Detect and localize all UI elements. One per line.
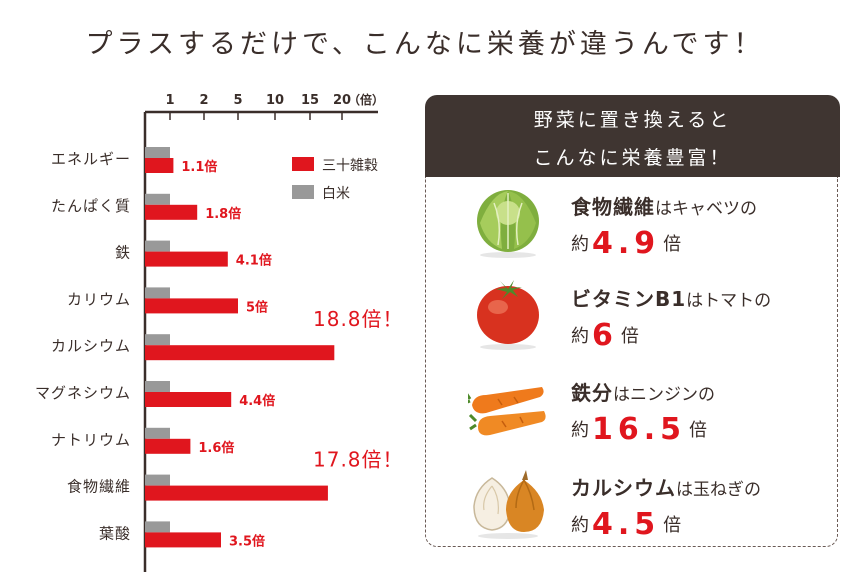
bar-white-rice [145, 427, 170, 439]
bar-white-rice [145, 381, 170, 392]
x-tick-label: 1 [165, 93, 174, 108]
category-label: エネルギー [51, 150, 131, 168]
bar-grains [145, 485, 328, 501]
fact-item-calcium: カルシウムは玉ねぎの 約 4.5 倍 [426, 462, 839, 542]
x-tick-label: 10 [266, 93, 284, 108]
fact-line2: 約 4.9 倍 [571, 223, 682, 261]
x-tick-label: 20 [333, 93, 351, 108]
bar-white-rice [145, 521, 170, 533]
fact-prefix: 約 [571, 420, 589, 441]
legend-label-white-rice: 白米 [322, 186, 350, 202]
fact-nutrient: 鉄分 [571, 381, 613, 405]
fact-value: 6 [592, 318, 618, 353]
bar-grains [145, 392, 232, 407]
fact-prefix: 約 [571, 326, 589, 347]
panel-title-line1: 野菜に置き換えると [533, 109, 732, 131]
fact-suffix: 倍 [620, 326, 639, 347]
category-label: 鉄 [115, 244, 131, 262]
onion-icon [473, 470, 544, 539]
fact-item-iron: 鉄分はニンジンの 約 16.5 倍 [426, 367, 839, 447]
category-label: マグネシウム [35, 384, 131, 402]
page-title: プラスするだけで、こんなに栄養が違うんです！ [85, 29, 765, 60]
bar-white-rice [145, 474, 170, 486]
bar-value-label: 1.8倍 [205, 206, 241, 222]
bar-value-label: 5倍 [246, 299, 268, 315]
category-label: たんぱく質 [51, 197, 131, 215]
fact-nutrient: ビタミンB1 [571, 287, 687, 311]
x-axis-unit: （倍） [348, 92, 384, 107]
x-tick-label: 15 [301, 93, 319, 108]
bar-value-label: 18.8倍！ [313, 307, 404, 331]
bar-grains [145, 158, 174, 173]
fact-line1: 食物繊維はキャベツの [571, 191, 757, 220]
category-label: カリウム [67, 290, 131, 308]
bar-white-rice [145, 240, 170, 252]
fact-suffix: 倍 [663, 515, 682, 536]
fact-prefix: 約 [571, 515, 589, 536]
legend-swatch-white-rice [292, 185, 314, 199]
x-tick-label: 2 [199, 93, 208, 108]
category-label: ナトリウム [51, 431, 131, 449]
bar-value-label: 1.6倍 [198, 440, 234, 456]
fact-line1: ビタミンB1はトマトの [571, 283, 771, 312]
fact-suffix: 倍 [663, 234, 682, 255]
bar-grains [145, 438, 191, 454]
fact-item-fiber: 食物繊維はキャベツの 約 4.9 倍 [426, 181, 839, 261]
bar-white-rice [145, 334, 170, 346]
fact-comparison: はキャベツの [655, 199, 757, 219]
panel-title-line2: こんなに栄養豊富！ [533, 147, 732, 169]
bar-value-label: 1.1倍 [181, 159, 217, 175]
category-label: カルシウム [51, 337, 131, 355]
bar-white-rice [145, 147, 170, 158]
bar-value-label: 4.4倍 [239, 393, 275, 409]
fact-value: 4.9 [592, 226, 661, 261]
fact-line1: カルシウムは玉ねぎの [571, 472, 761, 501]
bar-value-label: 3.5倍 [229, 533, 265, 549]
fact-value: 16.5 [592, 412, 687, 447]
legend-swatch-grains [292, 157, 314, 171]
bar-white-rice [145, 287, 170, 299]
category-label: 食物繊維 [67, 478, 131, 496]
fact-nutrient: 食物繊維 [571, 195, 655, 219]
bar-value-label: 4.1倍 [236, 253, 272, 269]
panel-header: 野菜に置き換えると こんなに栄養豊富！ [425, 95, 840, 177]
carrot-icon [468, 387, 546, 436]
bar-value-label: 17.8倍！ [313, 448, 404, 472]
bar-grains [145, 204, 198, 220]
bar-grains [145, 532, 221, 548]
fact-suffix: 倍 [689, 420, 708, 441]
cabbage-icon [477, 190, 539, 258]
bar-grains [145, 298, 238, 314]
x-tick-label: 5 [233, 93, 242, 108]
tomato-icon [477, 280, 539, 350]
bar-white-rice [145, 193, 170, 205]
fact-line1: 鉄分はニンジンの [571, 377, 715, 406]
fact-nutrient: カルシウム [571, 476, 676, 500]
fact-line2: 約 16.5 倍 [571, 409, 708, 447]
category-label: 葉酸 [99, 524, 131, 542]
legend-label-grains: 三十雑穀 [322, 158, 378, 174]
fact-comparison: はニンジンの [613, 385, 715, 405]
fact-prefix: 約 [571, 234, 589, 255]
fact-comparison: は玉ねぎの [676, 480, 761, 500]
fact-value: 4.5 [592, 507, 661, 542]
fact-comparison: はトマトの [686, 291, 772, 311]
bar-grains [145, 251, 228, 267]
bar-grains [145, 345, 335, 361]
fact-line2: 約 4.5 倍 [571, 504, 682, 542]
